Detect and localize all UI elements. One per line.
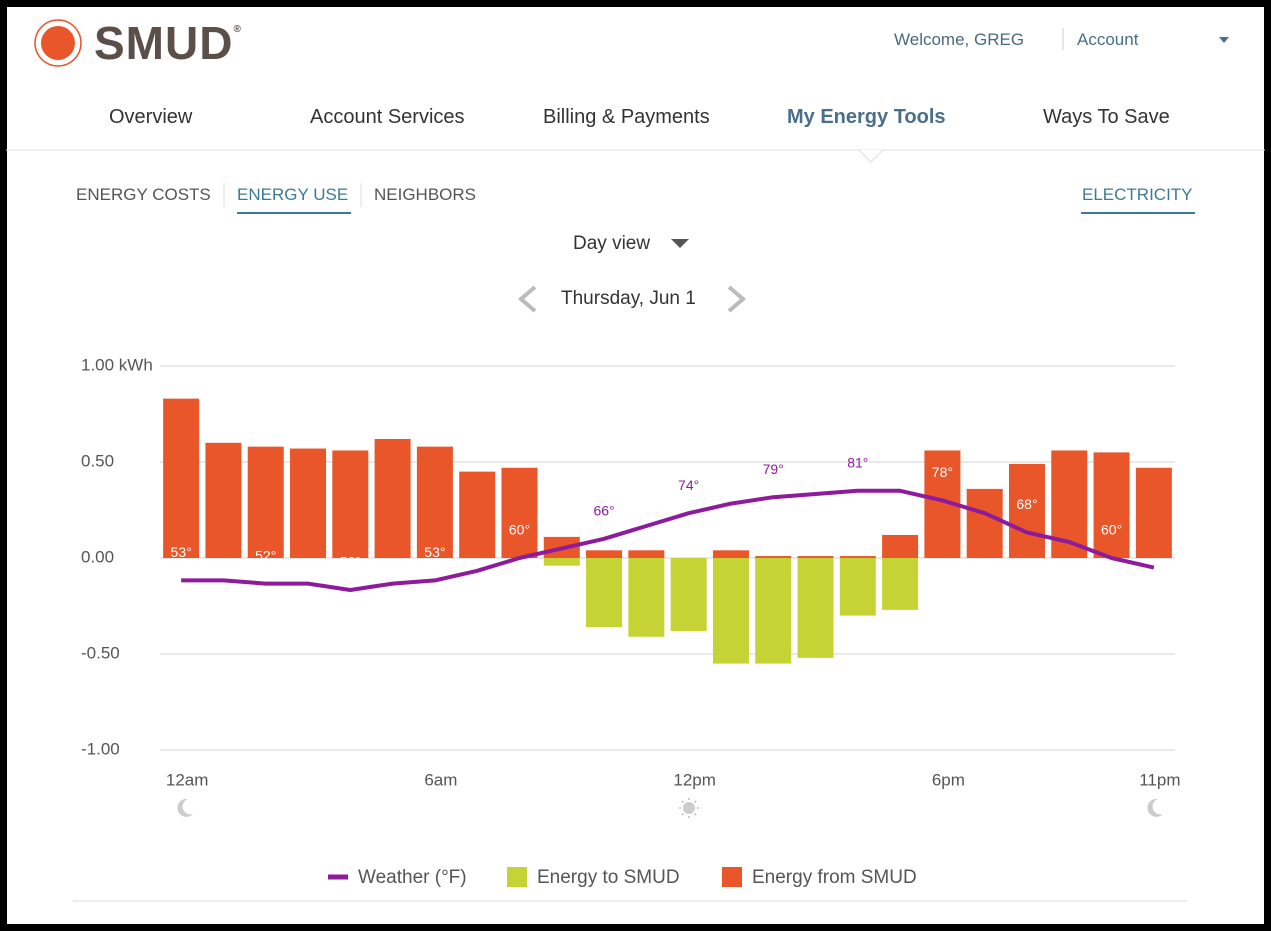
fuel-tab[interactable]: ELECTRICITY [1082,185,1193,204]
bar [797,558,834,658]
bar [712,550,749,558]
nav-item[interactable]: My Energy Tools [787,106,946,128]
bar [332,450,369,558]
x-tick-label: 6pm [932,770,965,789]
nav-notch [858,149,884,163]
bar [712,558,749,664]
temp-label: 66° [593,503,614,519]
y-tick-label: -1.00 [81,739,120,758]
temp-label: 52° [255,547,276,563]
bar [290,448,327,558]
logo[interactable]: SMUD® [94,16,242,70]
temp-label: 79° [763,461,784,477]
bar [501,467,538,558]
bar [1135,467,1172,558]
legend-swatch [507,867,527,887]
bar [882,558,919,610]
bar [459,471,496,558]
temp-label: 60° [509,522,530,538]
bar [628,558,665,637]
account-caret[interactable] [1219,37,1229,43]
logo-mark: ® [233,24,242,35]
welcome: Welcome, GREG [894,30,1025,49]
x-tick-label: 12pm [673,770,716,789]
y-tick-label: 0.00 [81,547,114,566]
bar [586,558,623,628]
legend-label: Weather (°F) [358,867,467,888]
temp-label: 74° [678,477,699,493]
bar [966,488,1003,558]
tab[interactable]: NEIGHBORS [374,185,477,204]
temp-label: 78° [932,464,953,480]
bar [543,558,580,566]
nav-item[interactable]: Account Services [310,106,465,128]
temp-label: 60° [1101,522,1122,538]
bar [755,556,792,558]
logo-ring [34,19,82,67]
moon-icon [1147,798,1163,817]
y-tick-label: 0.50 [81,451,114,470]
bar [882,534,919,558]
logo-dot [41,26,75,60]
nav-item[interactable]: Billing & Payments [543,106,710,128]
bar [1093,452,1130,558]
temp-label: 53° [171,544,192,560]
bar [205,442,242,558]
bar [797,556,834,558]
bar [586,550,623,558]
view-select[interactable]: Day view [573,233,651,254]
bar [628,550,665,558]
prev-arrow[interactable] [517,285,537,313]
x-tick-label: 12am [166,770,209,789]
tab[interactable]: ENERGY USE [237,185,349,204]
next-arrow[interactable] [727,285,747,313]
bar [839,558,876,616]
nav-item[interactable]: Ways To Save [1043,106,1170,128]
moon-icon [177,798,193,817]
bar [416,446,453,558]
bar [374,438,411,558]
x-tick-label: 6am [424,770,457,789]
temp-label: 53° [424,544,445,560]
bar [163,398,200,558]
bar [839,556,876,558]
view-caret[interactable] [671,239,689,248]
legend-label: Energy from SMUD [752,867,917,888]
y-tick-label: 1.00 kWh [81,355,153,374]
tab[interactable]: ENERGY COSTS [76,185,211,204]
bar [670,558,707,631]
legend-swatch [722,867,742,887]
x-tick-label: 11pm [1139,770,1180,789]
nav-item[interactable]: Overview [109,106,193,128]
legend-label: Energy to SMUD [537,867,680,888]
sun-icon [679,798,699,818]
account-menu[interactable]: Account [1077,30,1139,49]
temp-label: 81° [847,455,868,471]
y-tick-label: -0.50 [81,643,120,662]
date: Thursday, Jun 1 [561,288,696,309]
logo-text: SMUD [94,17,234,69]
bar [247,446,284,558]
temp-label: 68° [1016,496,1037,512]
bar [1008,463,1045,558]
temp-label: 50° [340,554,361,570]
line [181,488,1155,592]
bar [755,558,792,664]
